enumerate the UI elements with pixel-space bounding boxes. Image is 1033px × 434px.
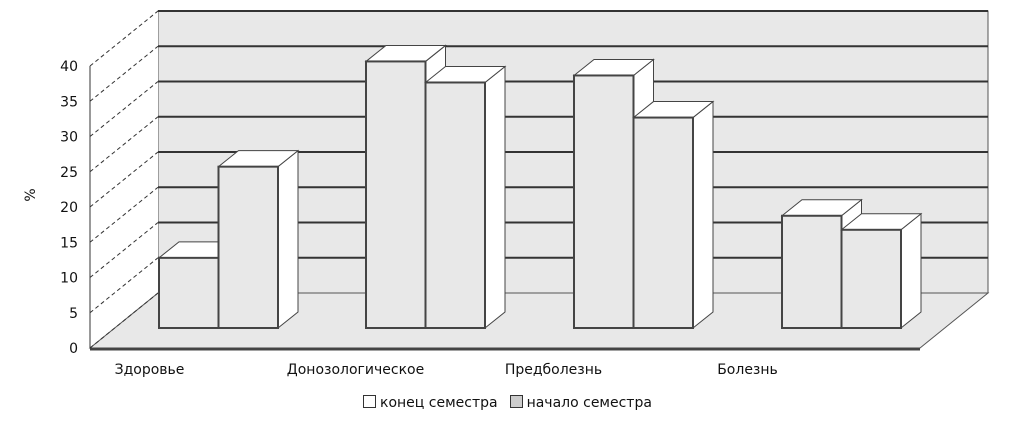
bar-side	[900, 212, 922, 330]
y-tick-label: 0	[69, 341, 78, 357]
bar	[840, 228, 902, 329]
x-tick-label: Болезнь	[717, 362, 778, 378]
legend-label: начало семестра	[526, 395, 652, 411]
legend-swatch	[509, 395, 523, 408]
gridline-side	[89, 257, 159, 314]
y-axis-label: %	[23, 188, 39, 201]
y-tick-label: 35	[60, 94, 78, 110]
legend-item-0: конец семестра	[363, 395, 498, 411]
y-tick-label: 40	[60, 59, 78, 75]
x-tick-label: Здоровье	[115, 362, 185, 378]
legend-label: конец семестра	[380, 395, 498, 411]
y-tick-label: 10	[60, 271, 78, 287]
bar-side	[277, 149, 299, 330]
bar	[573, 74, 635, 330]
legend-swatch	[363, 395, 376, 408]
legend-item-1: начало семестра	[509, 395, 652, 411]
y-tick-label: 20	[60, 200, 78, 216]
bar	[632, 116, 694, 330]
y-tick-label: 25	[60, 165, 78, 181]
bar	[158, 256, 220, 330]
bar	[217, 165, 279, 329]
y-tick-label: 15	[60, 235, 78, 251]
y-tick-label: 30	[60, 130, 78, 146]
legend: конец семестра начало семестра	[363, 395, 652, 411]
x-tick-label: Предболезнь	[505, 362, 602, 378]
bar	[365, 60, 427, 329]
gridline-side	[89, 10, 159, 67]
gridline-side	[89, 292, 159, 349]
gridline-side	[89, 222, 159, 278]
gridline-side	[89, 45, 159, 102]
bar-side	[484, 65, 506, 330]
gridline-side	[89, 151, 159, 208]
gridline-side	[89, 186, 159, 243]
bar-side	[692, 100, 714, 330]
bar	[424, 81, 486, 329]
gridline-side	[89, 116, 159, 173]
bar	[781, 214, 843, 330]
gridline-side	[89, 81, 159, 137]
x-tick-label: Донозологическое	[287, 362, 424, 378]
y-tick-label: 5	[69, 306, 78, 322]
